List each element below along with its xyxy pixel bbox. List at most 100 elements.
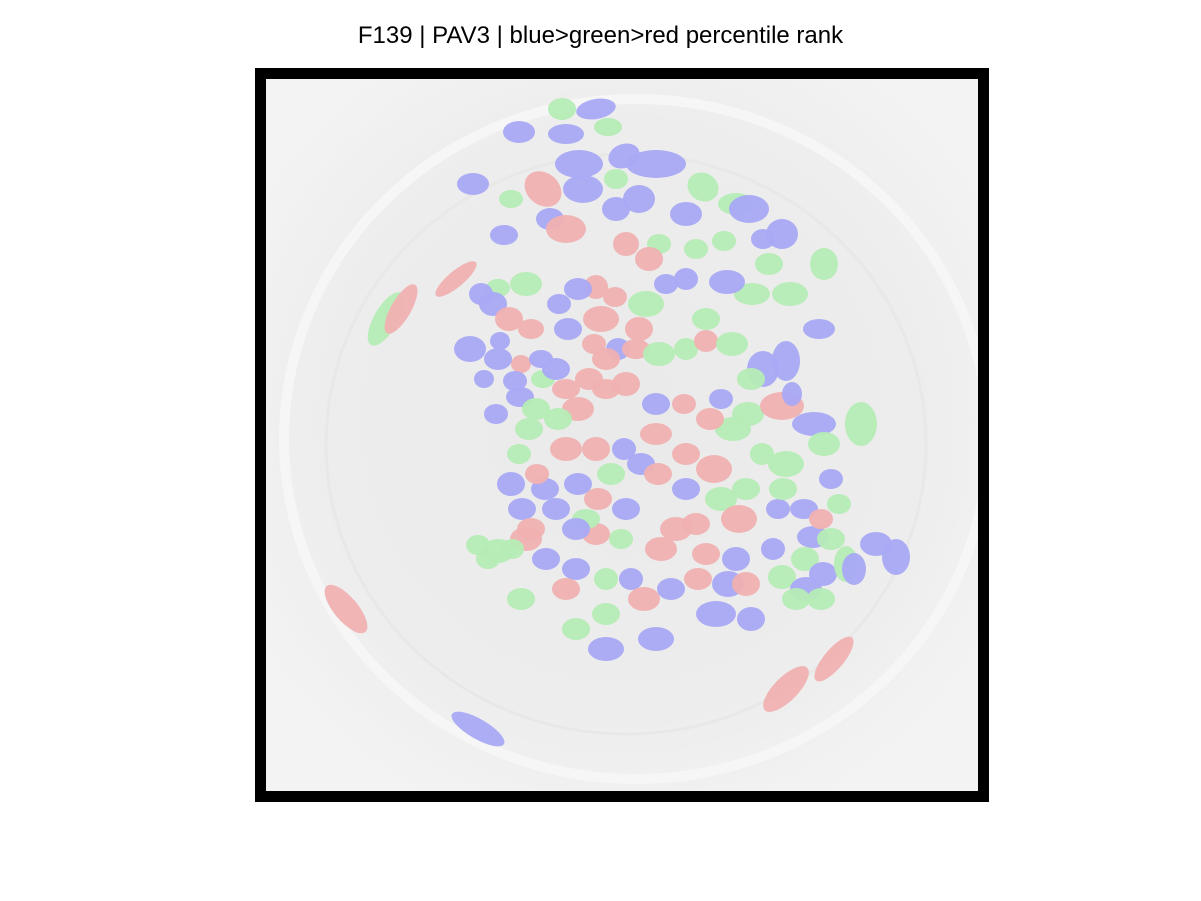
red-cell-mask — [582, 437, 610, 461]
green-cell-mask — [674, 338, 698, 360]
green-cell-mask — [715, 417, 751, 441]
blue-cell-mask — [882, 539, 910, 575]
blue-cell-mask — [564, 473, 592, 495]
green-cell-mask — [604, 169, 628, 189]
green-cell-mask — [515, 418, 543, 440]
green-cell-mask — [734, 283, 770, 305]
blue-cell-mask — [657, 578, 685, 600]
blue-cell-mask — [474, 370, 494, 388]
green-cell-mask — [597, 463, 625, 485]
red-cell-mask — [672, 394, 696, 414]
green-cell-mask — [810, 248, 838, 280]
blue-cell-mask — [737, 607, 765, 631]
figure-title: F139 | PAV3 | blue>green>red percentile … — [357, 22, 844, 49]
blue-cell-mask — [555, 150, 603, 178]
red-cell-mask — [552, 379, 580, 399]
micrograph-image — [266, 79, 978, 791]
green-cell-mask — [548, 98, 576, 120]
red-cell-mask — [684, 568, 712, 590]
blue-cell-mask — [547, 294, 571, 314]
red-cell-mask — [660, 517, 692, 541]
blue-cell-mask — [626, 150, 686, 178]
green-cell-mask — [808, 432, 840, 456]
blue-cell-mask — [819, 469, 843, 489]
green-cell-mask — [845, 402, 877, 446]
green-cell-mask — [544, 408, 572, 430]
blue-cell-mask — [766, 219, 798, 249]
green-cell-mask — [817, 528, 845, 550]
red-cell-mask — [672, 443, 700, 465]
green-cell-mask — [750, 443, 774, 465]
green-cell-mask — [791, 547, 819, 571]
blue-cell-mask — [548, 124, 584, 144]
blue-cell-mask — [709, 270, 745, 294]
green-cell-mask — [716, 332, 748, 356]
red-cell-mask — [644, 463, 672, 485]
red-cell-mask — [584, 488, 612, 510]
red-cell-mask — [575, 368, 603, 390]
blue-cell-mask — [542, 358, 570, 380]
red-cell-mask — [692, 543, 720, 565]
red-cell-mask — [550, 437, 582, 461]
red-cell-mask — [625, 317, 653, 341]
blue-cell-mask — [842, 553, 866, 585]
blue-cell-mask — [484, 404, 508, 424]
green-cell-mask — [687, 172, 719, 202]
dish-rim — [279, 94, 978, 784]
cell-overlay-group — [324, 98, 910, 747]
green-cell-mask — [507, 588, 535, 610]
green-cell-mask — [768, 565, 796, 589]
blue-cell-mask — [674, 268, 698, 290]
green-cell-mask — [507, 444, 531, 464]
green-cell-mask — [643, 342, 675, 366]
red-cell-mask — [592, 348, 620, 370]
red-cell-mask — [763, 666, 809, 712]
blue-cell-mask — [722, 547, 750, 571]
blue-cell-mask — [564, 278, 592, 300]
blue-cell-mask — [809, 562, 837, 586]
blue-cell-mask — [562, 518, 590, 540]
green-cell-mask — [692, 308, 720, 330]
blue-cell-mask — [638, 627, 674, 651]
green-cell-mask — [705, 487, 737, 511]
green-cell-mask — [592, 603, 620, 625]
red-cell-mask — [696, 455, 732, 483]
blue-cell-mask — [623, 185, 655, 213]
blue-cell-mask — [454, 336, 486, 362]
green-cell-mask — [807, 588, 835, 610]
red-cell-mask — [694, 330, 718, 352]
green-cell-mask — [755, 253, 783, 275]
red-cell-mask — [524, 171, 562, 207]
blue-cell-mask — [497, 472, 525, 496]
blue-cell-mask — [576, 98, 616, 120]
blue-cell-mask — [490, 225, 518, 245]
red-cell-mask — [645, 537, 677, 561]
red-cell-mask — [732, 572, 760, 596]
blue-cell-mask — [782, 382, 802, 406]
red-cell-mask — [814, 636, 854, 682]
red-cell-mask — [511, 355, 531, 373]
green-cell-mask — [684, 239, 708, 259]
blue-cell-mask — [503, 371, 527, 391]
red-cell-mask — [809, 509, 833, 529]
red-cell-mask — [603, 287, 627, 307]
blue-cell-mask — [772, 341, 800, 381]
blue-cell-mask — [619, 568, 643, 590]
green-cell-mask — [732, 478, 760, 500]
green-cell-mask — [628, 291, 664, 317]
red-cell-mask — [525, 464, 549, 484]
red-cell-mask — [582, 334, 606, 354]
red-cell-mask — [640, 423, 672, 445]
green-cell-mask — [522, 398, 550, 420]
red-cell-mask — [628, 587, 660, 611]
red-cell-mask — [583, 306, 619, 332]
red-cell-mask — [612, 372, 640, 396]
blue-cell-mask — [654, 274, 678, 294]
blue-cell-mask — [803, 319, 835, 339]
green-cell-mask — [769, 478, 797, 500]
red-cell-mask — [324, 584, 368, 634]
blue-cell-mask — [508, 498, 536, 520]
red-cell-mask — [552, 578, 580, 600]
blue-cell-mask — [457, 173, 489, 195]
green-cell-mask — [712, 231, 736, 251]
